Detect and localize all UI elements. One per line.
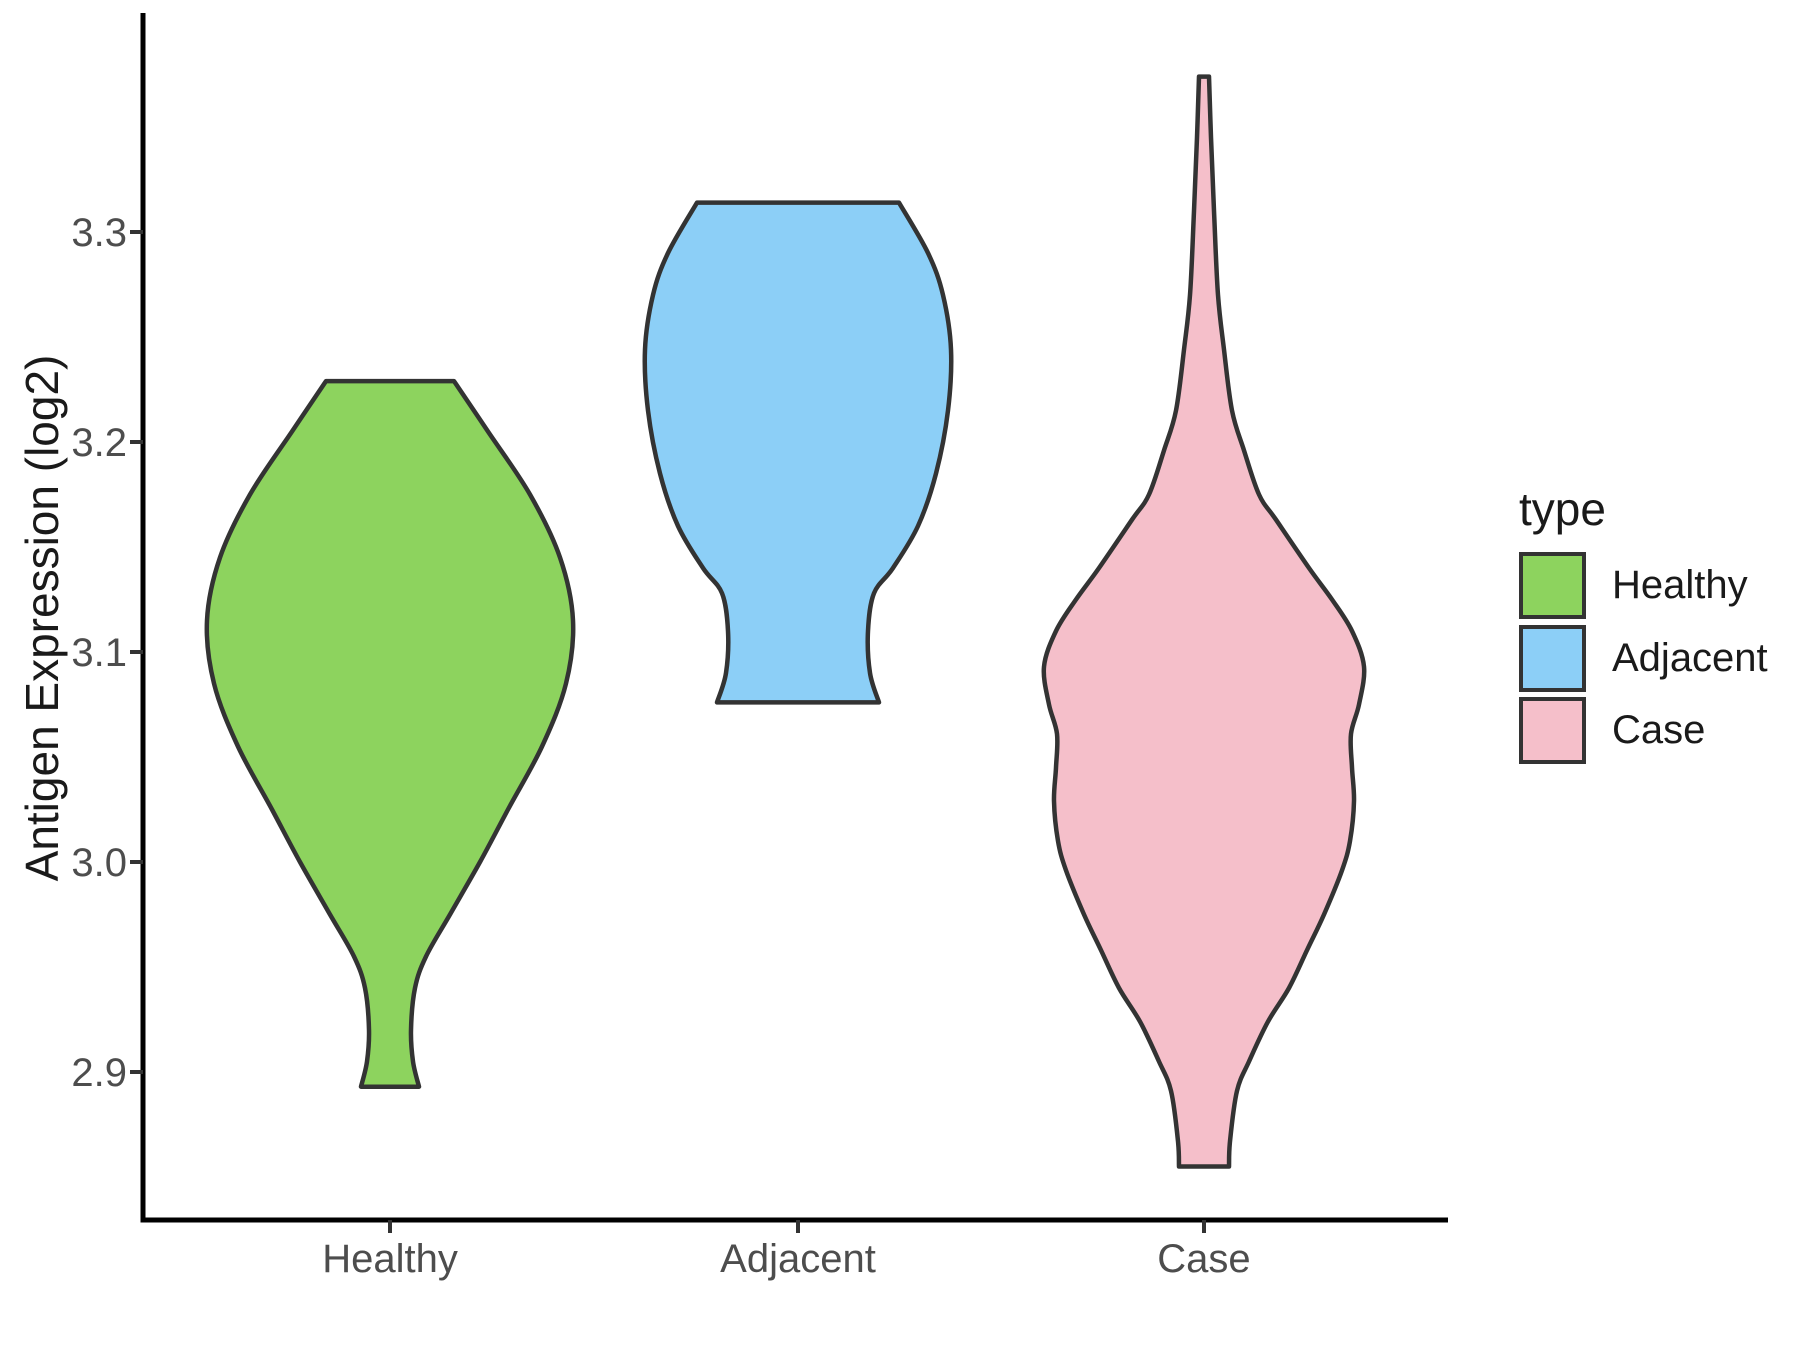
y-axis-title: Antigen Expression (log2) bbox=[16, 354, 68, 882]
legend-swatch-adjacent bbox=[1519, 624, 1586, 692]
legend-label-case: Case bbox=[1612, 708, 1706, 752]
legend-label-healthy: Healthy bbox=[1612, 563, 1748, 607]
violin-adjacent bbox=[642, 200, 954, 705]
y-tick-label: 2.9 bbox=[71, 1051, 127, 1095]
x-tick-label-healthy: Healthy bbox=[322, 1237, 458, 1281]
x-tick-label-case: Case bbox=[1157, 1237, 1250, 1281]
violin-healthy bbox=[204, 378, 576, 1089]
legend-items: Healthy Adjacent Case bbox=[1519, 552, 1768, 764]
y-tick-label: 3.1 bbox=[71, 631, 127, 675]
y-tick-label: 3.0 bbox=[71, 841, 127, 885]
legend: type Healthy Adjacent Case bbox=[1519, 482, 1768, 764]
legend-swatch-healthy bbox=[1519, 552, 1586, 619]
y-tick-label: 3.2 bbox=[71, 421, 127, 465]
legend-swatch-case bbox=[1519, 697, 1586, 764]
y-tick-label: 3.3 bbox=[71, 211, 127, 255]
x-tick-label-adjacent: Adjacent bbox=[720, 1237, 876, 1281]
legend-label-adjacent: Adjacent bbox=[1612, 635, 1768, 680]
legend-title: type bbox=[1519, 483, 1606, 535]
legend-item-case: Case bbox=[1519, 697, 1768, 764]
legend-item-adjacent: Adjacent bbox=[1519, 624, 1768, 692]
violin-case bbox=[1041, 74, 1367, 1169]
legend-item-healthy: Healthy bbox=[1519, 552, 1768, 619]
